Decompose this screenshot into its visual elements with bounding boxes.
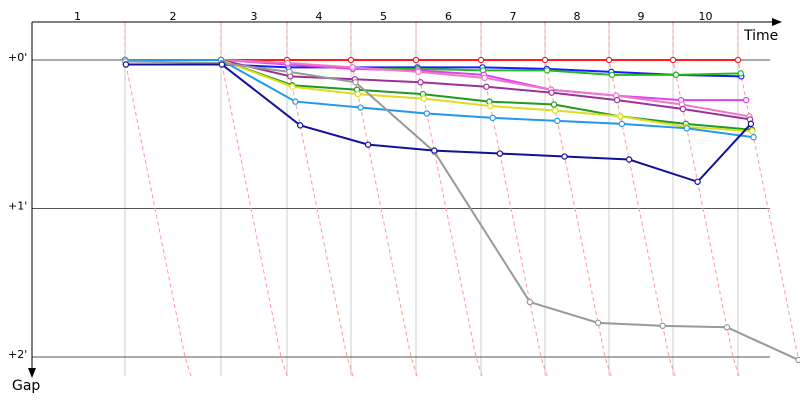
data-point — [750, 134, 757, 141]
x-tick-label: 5 — [380, 10, 387, 23]
lap-connector — [286, 22, 354, 377]
data-point — [431, 147, 438, 154]
data-point — [659, 322, 666, 330]
data-point — [122, 61, 130, 68]
data-point — [526, 298, 534, 306]
series-line — [125, 59, 747, 102]
lap-connector — [672, 22, 740, 377]
data-point — [218, 61, 226, 68]
x-tick-label: 7 — [510, 10, 517, 23]
y-axis-label: Gap — [12, 378, 40, 394]
data-point — [297, 122, 304, 129]
data-point — [552, 107, 559, 114]
data-point — [554, 117, 561, 125]
data-point — [284, 59, 291, 67]
y-axis-arrow — [28, 368, 36, 378]
data-point — [496, 150, 504, 157]
x-tick-label: 6 — [445, 10, 452, 23]
x-tick-label: 4 — [316, 10, 323, 23]
series-line — [125, 59, 754, 139]
data-point — [795, 356, 800, 364]
data-point — [352, 79, 359, 86]
data-point — [487, 102, 494, 110]
data-point — [749, 128, 756, 135]
x-tick-label: 3 — [251, 10, 258, 23]
data-point — [608, 71, 616, 79]
data-point — [605, 56, 613, 64]
data-point — [415, 68, 422, 76]
data-point — [723, 324, 731, 331]
x-tick-label: 2 — [170, 10, 177, 23]
lap-connector — [480, 22, 548, 377]
y-tick-label: +0' — [8, 51, 27, 64]
data-point — [481, 74, 488, 82]
data-point — [357, 104, 364, 111]
series-line — [125, 60, 800, 361]
data-point — [669, 56, 677, 64]
data-point — [613, 96, 621, 104]
x-tick-label: 8 — [574, 10, 581, 23]
x-axis-label: Time — [743, 28, 778, 44]
data-point — [286, 68, 293, 76]
data-point — [742, 96, 750, 104]
data-point — [423, 110, 430, 117]
data-point — [618, 120, 626, 128]
data-point — [364, 141, 372, 148]
data-point — [417, 79, 424, 86]
data-point — [541, 56, 549, 64]
data-point — [694, 178, 701, 185]
data-point — [412, 56, 420, 64]
series-line — [125, 59, 753, 131]
y-tick-label: +1' — [8, 200, 27, 213]
data-point — [550, 101, 558, 108]
x-tick-label: 1 — [74, 10, 81, 23]
data-point — [683, 125, 691, 132]
lap-connector — [544, 22, 612, 377]
x-tick-label: 10 — [699, 10, 713, 23]
data-point — [561, 153, 568, 160]
data-point — [477, 56, 485, 64]
data-point — [679, 105, 687, 113]
x-tick-label: 9 — [638, 10, 645, 23]
data-point — [672, 71, 680, 79]
data-point — [347, 56, 355, 64]
x-axis-arrow — [772, 18, 782, 26]
series-line — [125, 59, 750, 118]
data-point — [747, 120, 755, 128]
lap-connector — [124, 22, 192, 377]
series-line — [125, 63, 742, 78]
lap-connector — [220, 22, 288, 377]
data-point — [349, 64, 356, 71]
data-point — [617, 113, 624, 120]
data-point — [292, 98, 299, 105]
data-point — [420, 95, 427, 102]
data-point — [548, 89, 555, 96]
data-point — [734, 56, 742, 64]
data-point — [625, 156, 633, 163]
data-point — [489, 114, 496, 122]
series-line — [125, 63, 752, 183]
data-point — [737, 70, 744, 77]
series-line — [125, 59, 753, 133]
data-point — [594, 319, 602, 327]
lap-connector — [350, 22, 418, 377]
data-point — [483, 83, 490, 90]
lap-connector — [415, 22, 483, 377]
data-point — [354, 90, 362, 98]
data-point — [543, 67, 551, 74]
y-tick-label: +2' — [8, 348, 27, 361]
data-point — [289, 83, 296, 90]
lap-connector — [608, 22, 676, 377]
lap-connector — [737, 22, 800, 365]
